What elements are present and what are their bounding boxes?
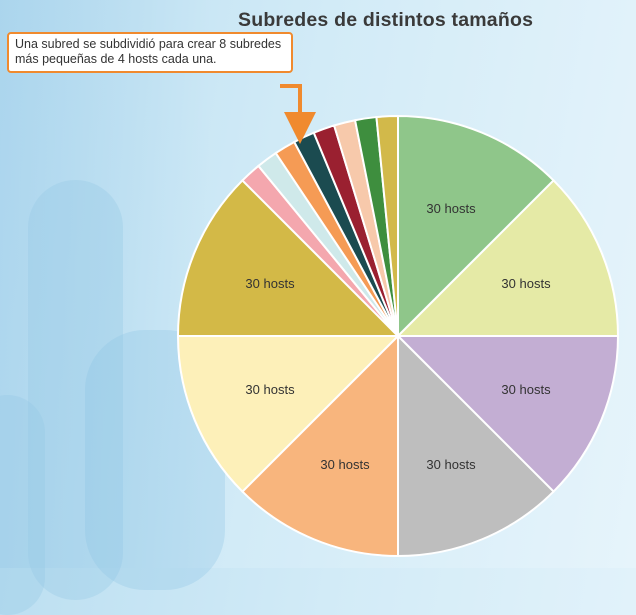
- pie-slice: [375, 114, 399, 337]
- callout-text: Una subred se subdividió para crear 8 su…: [15, 37, 282, 66]
- pie-slice: [397, 114, 555, 339]
- pie-slice: [397, 333, 555, 558]
- slice-label: 30 hosts: [245, 276, 295, 291]
- pie-slice: [176, 335, 401, 493]
- pie-slices: [176, 114, 620, 558]
- slice-label: 30 hosts: [501, 382, 551, 397]
- slice-label: 30 hosts: [501, 276, 551, 291]
- slice-label: 30 hosts: [320, 457, 370, 472]
- callout-arrow: [280, 84, 316, 144]
- pie-chart: 30 hosts 30 hosts 30 hosts 30 hosts 30 hosts…: [176, 84, 620, 558]
- background-gradient: [0, 0, 210, 568]
- slice-label: 30 hosts: [426, 201, 476, 216]
- pie-slice: [176, 179, 401, 337]
- background-shape: [28, 180, 123, 600]
- pie-slice: [395, 179, 620, 337]
- slice-label: 30 hosts: [426, 457, 476, 472]
- pie-slice: [241, 333, 399, 558]
- pie-labels: 30 hosts 30 hosts 30 hosts 30 hosts 30 hosts…: [245, 201, 551, 472]
- pie-slice: [395, 335, 620, 493]
- callout-box: Una subred se subdividió para crear 8 su…: [7, 32, 293, 73]
- chart-title: Subredes de distintos tamaños: [238, 9, 534, 31]
- slice-label: 30 hosts: [245, 382, 295, 397]
